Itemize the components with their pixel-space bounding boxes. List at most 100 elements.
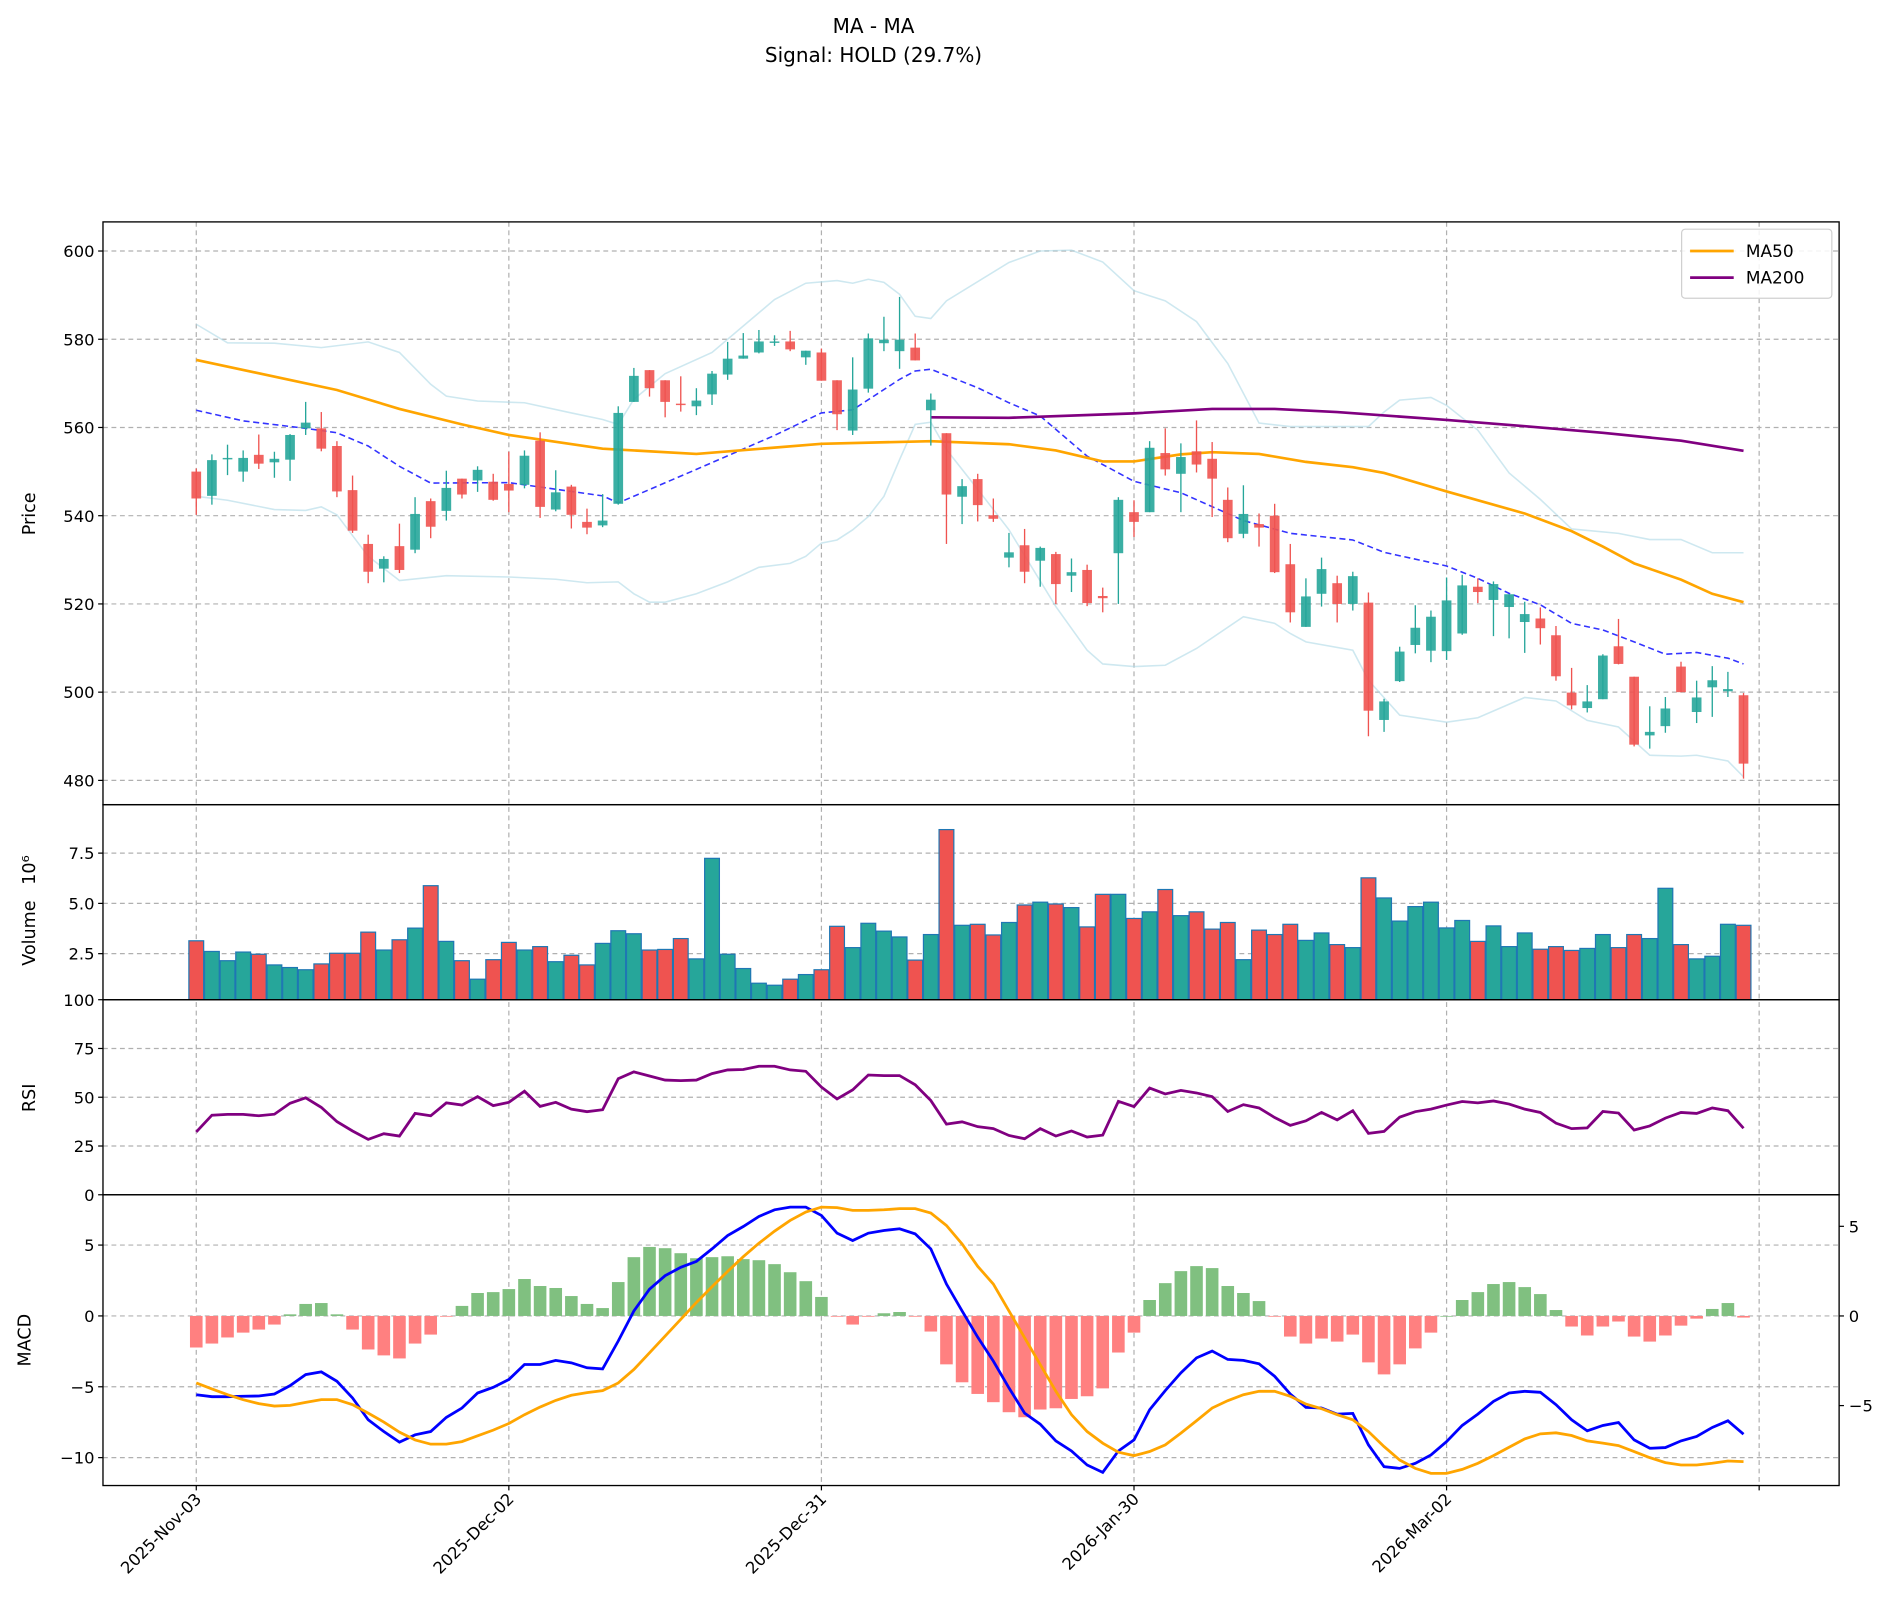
- volume-bar: [829, 925, 846, 1000]
- volume-bar: [954, 924, 971, 1000]
- candle-body: [816, 352, 827, 381]
- candle-body: [1363, 602, 1374, 711]
- volume-bar: [938, 828, 955, 1000]
- price-y-tick-label: 500: [63, 683, 94, 702]
- macd-histogram-bar: [1127, 1315, 1141, 1333]
- macd-histogram-bar: [815, 1296, 828, 1316]
- candle-body: [488, 481, 499, 500]
- candle-body: [425, 501, 436, 527]
- volume-bar: [1594, 933, 1611, 1000]
- legend-ma50-label: MA50: [1746, 241, 1794, 261]
- candle-body: [1144, 447, 1155, 513]
- volume-bar: [1344, 947, 1361, 1000]
- rsi-axis-label: RSI: [20, 1084, 40, 1113]
- macd-histogram-bar: [565, 1296, 578, 1316]
- macd-histogram-bar: [1112, 1315, 1125, 1353]
- volume-bar: [360, 931, 377, 1000]
- volume-bar: [578, 964, 595, 1000]
- volume-bar: [875, 930, 892, 1000]
- bollinger-middle-line: [196, 368, 1744, 665]
- candle-body: [894, 339, 905, 352]
- macd-histogram-bar: [1362, 1315, 1375, 1363]
- legend: MA50 MA200: [1681, 228, 1833, 299]
- volume-bar: [625, 933, 642, 1000]
- macd-histogram-bar: [377, 1315, 391, 1356]
- ma200-line: [930, 407, 1744, 453]
- macd-histogram-bar: [408, 1315, 422, 1344]
- candle-body: [238, 457, 249, 472]
- macd-histogram-bar: [1205, 1268, 1219, 1316]
- bollinger-lower-line: [196, 421, 1745, 778]
- candle-body: [910, 347, 921, 361]
- candle-body: [1176, 457, 1186, 474]
- macd-histogram-bar: [1002, 1315, 1016, 1413]
- candle-body: [207, 460, 217, 496]
- macd-right-tick-label: 0: [1849, 1307, 1859, 1326]
- candle-body: [285, 434, 295, 460]
- macd-histogram-bar: [1643, 1315, 1657, 1342]
- volume-bar: [1626, 933, 1643, 1000]
- macd-histogram-bar: [1440, 1315, 1453, 1317]
- volume-bar: [1047, 903, 1064, 1000]
- macd-histogram-bar: [799, 1281, 813, 1316]
- volume-bar: [985, 934, 1002, 1000]
- macd-histogram-bar: [1080, 1315, 1094, 1397]
- candle-body: [566, 486, 577, 515]
- macd-histogram-bar: [346, 1315, 359, 1330]
- macd-histogram-bar: [1143, 1299, 1156, 1316]
- candle-body: [504, 483, 514, 491]
- volume-bar: [266, 964, 283, 1000]
- volume-bar: [1407, 906, 1424, 1000]
- volume-bar: [1157, 888, 1174, 1000]
- volume-bar: [735, 967, 752, 1000]
- macd-y-tick-label: −10: [60, 1449, 94, 1468]
- price-y-tick-label: 540: [63, 507, 94, 526]
- volume-bar: [1313, 932, 1330, 1000]
- candle-body: [1691, 697, 1702, 713]
- candle-body: [1660, 708, 1671, 727]
- candle-body: [1535, 618, 1546, 629]
- candle-body: [457, 478, 467, 495]
- candle-body: [629, 375, 639, 402]
- price-y-tick-label: 480: [63, 771, 94, 790]
- candle-body: [1472, 586, 1483, 593]
- candle-body: [925, 399, 936, 411]
- candle-body: [707, 373, 717, 395]
- candle-body: [363, 543, 374, 572]
- legend-ma200-label: MA200: [1746, 268, 1805, 288]
- candle-body: [347, 490, 358, 531]
- macd-histogram-bar: [783, 1272, 797, 1316]
- candle-body: [1598, 655, 1608, 700]
- macd-histogram-bar: [830, 1315, 844, 1317]
- volume-bar: [610, 930, 627, 1000]
- volume-bar: [203, 950, 220, 1000]
- chart-subtitle: Signal: HOLD (29.7%): [765, 43, 982, 67]
- candle-body: [1347, 576, 1358, 604]
- macd-histogram-bar: [1268, 1315, 1281, 1317]
- macd-axis-label: MACD: [15, 1314, 35, 1367]
- volume-bar: [594, 942, 611, 1000]
- macd-histogram-bar: [471, 1293, 484, 1316]
- macd-histogram-bar: [236, 1315, 250, 1333]
- macd-histogram-bar: [1471, 1292, 1485, 1316]
- candle-body: [1019, 545, 1030, 572]
- candle-body: [1723, 689, 1733, 692]
- volume-bar: [1172, 915, 1189, 1000]
- candle-body: [1644, 731, 1655, 736]
- volume-bar: [1719, 923, 1736, 1000]
- volume-bar: [1422, 901, 1439, 1000]
- rsi-y-tick-label: 0: [84, 1186, 94, 1205]
- candle-body: [1488, 584, 1499, 600]
- candle-body: [300, 422, 311, 429]
- volume-offset-label: 10⁶: [20, 855, 40, 884]
- macd-histogram-bar: [1330, 1315, 1344, 1342]
- volume-bar: [719, 953, 736, 1000]
- candle-body: [1113, 499, 1124, 554]
- price-y-tick-label: 580: [63, 330, 94, 349]
- macd-histogram-bar: [768, 1264, 781, 1316]
- macd-histogram-bar: [1377, 1315, 1391, 1375]
- volume-bar: [860, 922, 877, 1000]
- volume-bar: [1547, 946, 1564, 1000]
- volume-bar: [1673, 944, 1690, 1000]
- candle-body: [253, 454, 264, 464]
